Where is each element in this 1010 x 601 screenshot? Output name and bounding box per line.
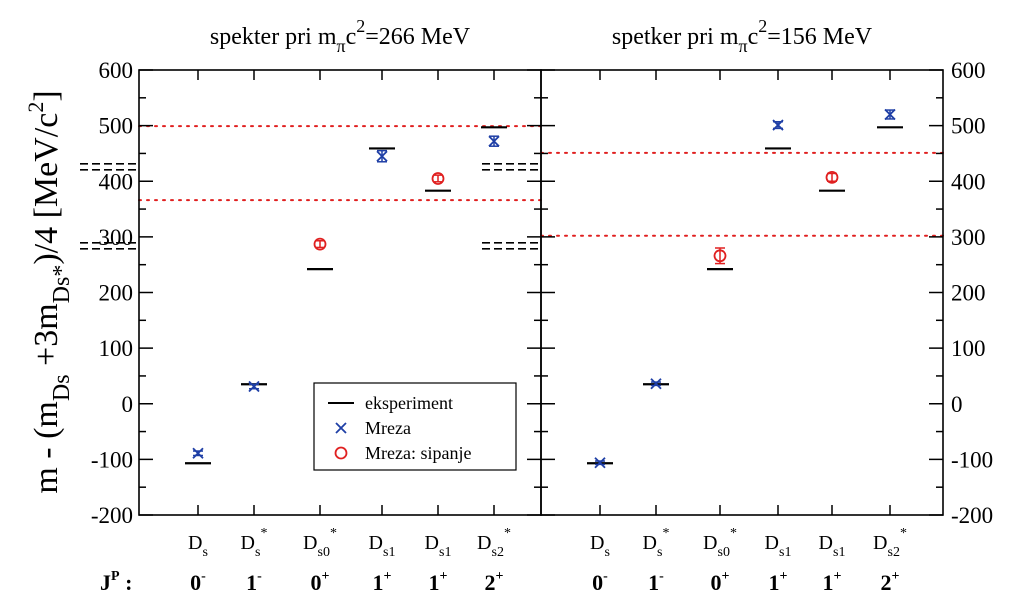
y-tick-label: 200 (951, 281, 986, 306)
y-tick-label: 400 (951, 169, 986, 194)
y-tick-label: 300 (951, 225, 986, 250)
jp-value: 1- (246, 569, 262, 595)
jp-value: 1+ (823, 569, 842, 595)
panel-1: spekter pri mπc2=266 MeV Ds 0- Ds* 1- Ds0* 0+ D… (79, 16, 542, 595)
y-tick-label: -200 (91, 503, 133, 528)
legend-box (313, 382, 517, 471)
y-axis-label: m - (mDs +3mDs*)/4 [MeV/c2] (23, 90, 75, 493)
legend: eksperiment Mreza Mreza: sipanje (313, 382, 517, 471)
legend-circle-marker (334, 446, 348, 460)
lattice-point (192, 447, 204, 459)
jp-value: 0- (592, 569, 608, 595)
jp-value: 2+ (485, 569, 504, 595)
y-tick-label: 400 (99, 169, 134, 194)
state-label: Ds (590, 532, 610, 560)
y-tick-label: 0 (951, 392, 963, 417)
state-label: Ds2* (477, 526, 511, 560)
y-tick-label: 600 (99, 58, 134, 83)
y-tick-label: 0 (122, 392, 134, 417)
state-label: Ds1 (765, 532, 792, 560)
state-label: Ds0* (303, 526, 337, 560)
y-tick-label: -100 (951, 447, 993, 472)
jp-value: 0- (190, 569, 206, 595)
lattice-point (248, 380, 260, 393)
state-label: Ds2* (873, 526, 907, 560)
panel-title: spetker pri mπc2=156 MeV (612, 16, 873, 56)
y-tick-label: -100 (91, 447, 133, 472)
y-tick-label: 500 (951, 114, 986, 139)
y-tick-label: 100 (951, 336, 986, 361)
panel-title: spekter pri mπc2=266 MeV (210, 16, 471, 56)
legend-label: Mreza (365, 418, 411, 438)
legend-x-marker (335, 422, 347, 434)
panel-2: spetker pri mπc2=156 MeV Ds 0- Ds* 1- Ds0* 0+ D… (481, 16, 944, 595)
y-tick-label: 300 (99, 225, 134, 250)
state-label: Ds* (643, 526, 670, 560)
y-tick-label: 200 (99, 281, 134, 306)
lattice-point (488, 135, 500, 147)
scattering-point (825, 170, 839, 184)
state-label: Ds0* (703, 526, 737, 560)
y-tick-label: 500 (99, 114, 134, 139)
plot-frame (540, 69, 944, 516)
lattice-point (772, 119, 784, 131)
y-tick-label: 100 (99, 336, 134, 361)
scattering-point (431, 172, 445, 185)
jp-value: 1+ (769, 569, 788, 595)
jp-row-label: JP : (100, 569, 132, 595)
jp-value: 2+ (881, 569, 900, 595)
lattice-point (884, 108, 896, 121)
state-label: Ds1 (369, 532, 396, 560)
scattering-point (313, 237, 327, 251)
state-label: Ds1 (819, 532, 846, 560)
legend-label: eksperiment (365, 393, 453, 413)
y-tick-label: -200 (951, 503, 993, 528)
lattice-point (376, 150, 388, 162)
jp-value: 1+ (373, 569, 392, 595)
state-label: Ds* (241, 526, 268, 560)
lattice-point (650, 378, 662, 390)
scattering-point (713, 249, 727, 263)
jp-value: 0+ (311, 569, 330, 595)
lattice-point (594, 457, 606, 469)
jp-value: 1+ (429, 569, 448, 595)
y-tick-label: 600 (951, 58, 986, 83)
jp-value: 1- (648, 569, 664, 595)
jp-value: 0+ (711, 569, 730, 595)
legend-label: Mreza: sipanje (365, 443, 471, 463)
state-label: Ds1 (425, 532, 452, 560)
state-label: Ds (188, 532, 208, 560)
